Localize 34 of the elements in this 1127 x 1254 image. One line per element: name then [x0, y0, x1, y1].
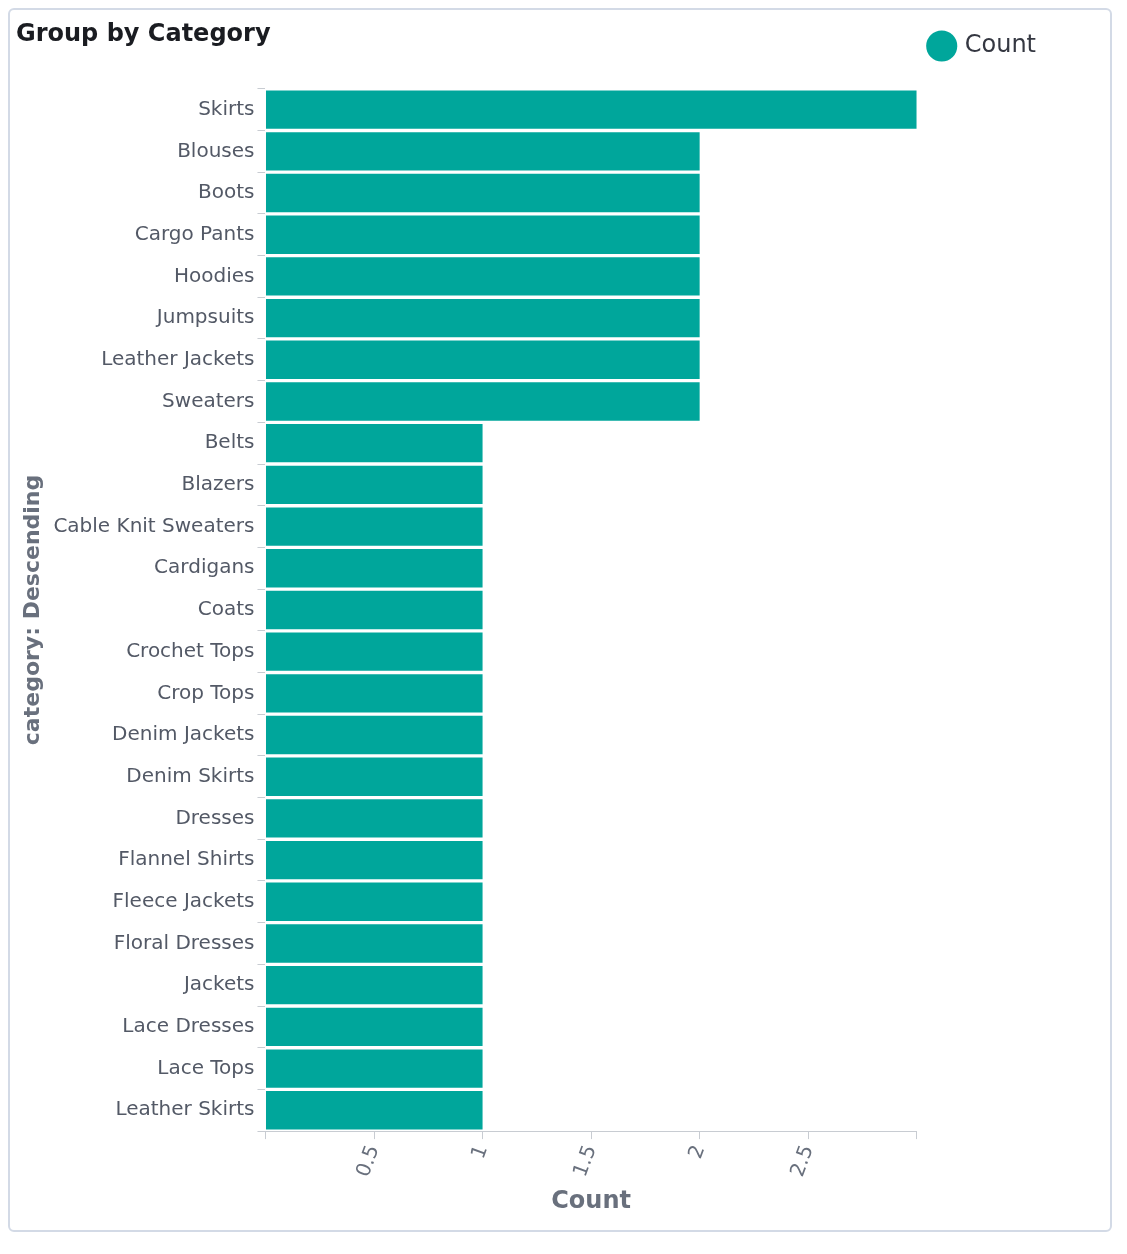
y-tick-label: Jumpsuits [154, 304, 255, 329]
y-tick-label: Cable Knit Sweaters [53, 512, 255, 537]
y-tick-label: Fleece Jackets [112, 888, 255, 912]
chart-title: Group by Category [16, 18, 271, 47]
y-tick-label: Crop Tops [157, 679, 255, 704]
y-tick-label: Boots [198, 179, 255, 204]
x-tick-label: 2 [682, 1141, 710, 1162]
x-tick-label: 2.5 [784, 1141, 818, 1180]
y-tick-label: Lace Tops [157, 1054, 255, 1079]
y-tick-label: Crochet Tops [126, 637, 255, 662]
y-tick-label: Jackets [181, 971, 255, 996]
x-axis-title: Count [551, 1185, 631, 1214]
y-tick-label: Hoodies [173, 262, 255, 287]
x-tick-label: 1.5 [567, 1141, 601, 1180]
y-tick-label: Dresses [175, 804, 255, 829]
y-tick-label: Blouses [177, 137, 255, 162]
y-tick-label: Leather Skirts [115, 1096, 255, 1121]
y-tick-label: Belts [204, 429, 255, 454]
y-tick-label: Cargo Pants [134, 220, 255, 245]
x-tick-label: 0.5 [350, 1141, 384, 1180]
y-tick-label: Lace Dresses [122, 1013, 255, 1038]
y-tick-label: Sweaters [162, 387, 255, 412]
y-tick-label: Blazers [181, 471, 255, 496]
y-tick-label: Denim Skirts [126, 762, 255, 787]
y-tick-label: Skirts [198, 95, 255, 120]
y-tick-label: Flannel Shirts [118, 846, 255, 871]
y-tick-label: Floral Dresses [113, 929, 255, 954]
y-tick-label: Coats [197, 596, 255, 621]
y-tick-label: Cardigans [154, 554, 255, 579]
legend-label: Count [964, 30, 1037, 59]
x-tick-label: 1 [465, 1141, 493, 1162]
y-tick-label: Denim Jackets [112, 721, 255, 746]
y-axis-title: category: Descending [18, 474, 44, 746]
y-tick-label: Leather Jackets [101, 346, 255, 370]
